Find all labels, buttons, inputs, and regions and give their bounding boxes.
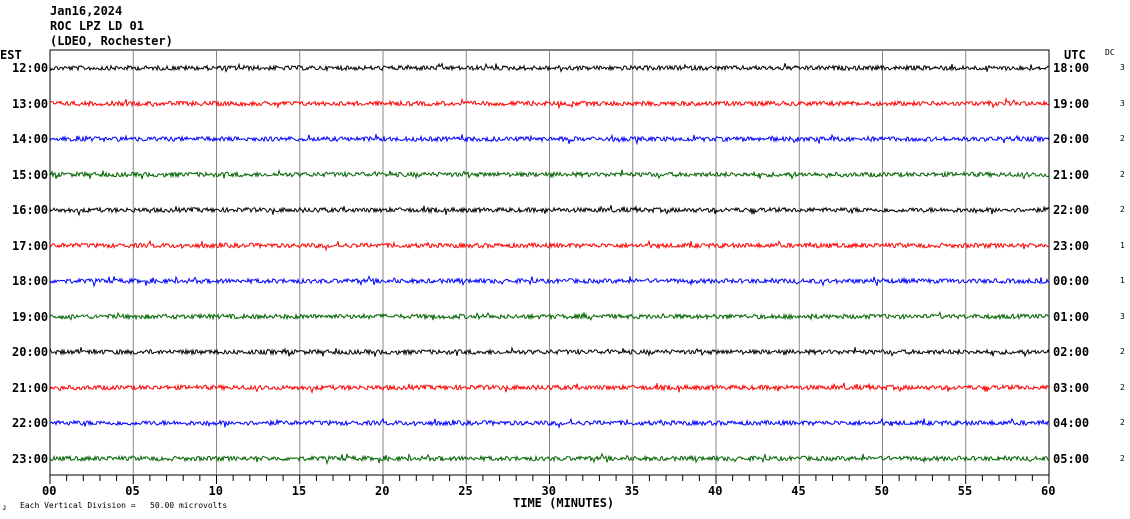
x-tick-label: 50 <box>874 484 889 498</box>
utc-time-label: 23:00 <box>1053 238 1090 253</box>
dc-value: 2 <box>1120 205 1125 214</box>
x-tick-label: 40 <box>708 484 723 498</box>
dc-value: 3 <box>1120 98 1125 108</box>
est-time-label: 19:00 <box>12 309 49 324</box>
dc-value: 1 <box>1120 276 1125 285</box>
utc-time-label: 01:00 <box>1053 309 1090 324</box>
trace-1600 <box>49 204 1050 217</box>
x-tick-label: 60 <box>1041 484 1056 498</box>
x-tick-label: 05 <box>125 484 140 498</box>
utc-time-label: 18:00 <box>1053 61 1090 75</box>
trace-1300 <box>49 97 1050 110</box>
est-time-label: 23:00 <box>12 451 49 466</box>
est-time-label: 20:00 <box>12 345 49 359</box>
est-time-label: 15:00 <box>12 167 49 182</box>
est-time-label: 12:00 <box>12 61 49 75</box>
dc-value: 3 <box>1120 63 1125 72</box>
trace-1400 <box>49 133 1050 146</box>
x-tick-label: 30 <box>541 484 556 498</box>
dc-value: 2 <box>1120 418 1125 427</box>
utc-time-label: 04:00 <box>1053 416 1090 430</box>
x-tick-label: 15 <box>291 484 307 498</box>
x-tick-label: 20 <box>375 484 390 498</box>
x-axis-title: TIME (MINUTES) <box>513 496 615 510</box>
trace-2200 <box>49 417 1049 430</box>
x-tick-label: 10 <box>208 484 223 498</box>
trace-1500 <box>49 168 1050 181</box>
x-tick-label: 45 <box>791 484 806 498</box>
utc-time-label: 20:00 <box>1053 132 1090 146</box>
utc-axis-label: UTC <box>1064 48 1086 62</box>
chart-network: (LDEO, Rochester) <box>50 34 173 48</box>
trace-2100 <box>49 382 1050 394</box>
utc-time-label: 21:00 <box>1053 167 1090 182</box>
x-tick-label: 00 <box>42 484 57 498</box>
dc-value: 2 <box>1120 347 1125 356</box>
est-time-label: 22:00 <box>12 416 49 430</box>
est-time-label: 21:00 <box>12 380 49 395</box>
est-time-label: 13:00 <box>12 96 49 111</box>
dc-value: 1 <box>1120 240 1125 250</box>
dc-value: 2 <box>1120 134 1125 143</box>
utc-time-label: 19:00 <box>1053 96 1090 111</box>
x-tick-label: 25 <box>458 484 473 498</box>
est-time-label: 14:00 <box>12 132 49 146</box>
utc-time-label: 22:00 <box>1053 203 1090 217</box>
trace-1800 <box>49 275 1050 288</box>
est-time-label: 18:00 <box>12 274 49 288</box>
trace-2300 <box>49 452 1050 466</box>
dc-value: 2 <box>1120 382 1125 392</box>
utc-time-label: 03:00 <box>1053 380 1090 395</box>
trace-1200 <box>49 62 1050 73</box>
x-tick-label: 35 <box>624 484 640 498</box>
dc-value: 2 <box>1120 169 1125 179</box>
dc-value: 2 <box>1120 453 1125 463</box>
corner-mark: ᴊ <box>2 503 7 512</box>
trace-1900 <box>49 310 1050 321</box>
utc-time-label: 02:00 <box>1053 345 1090 359</box>
utc-time-label: 05:00 <box>1053 451 1090 466</box>
trace-2000 <box>49 346 1050 358</box>
est-time-label: 17:00 <box>12 238 49 253</box>
scale-note: Each Vertical Division = 50.00 microvolt… <box>20 501 228 510</box>
utc-time-label: 00:00 <box>1053 274 1090 288</box>
trace-1700 <box>49 239 1050 252</box>
chart-station: ROC LPZ LD 01 <box>50 19 144 33</box>
dc-label: DC <box>1105 48 1115 57</box>
est-axis-label: EST <box>0 48 22 62</box>
chart-date: Jan16,2024 <box>50 4 123 18</box>
x-tick-label: 55 <box>957 484 973 498</box>
dc-value: 3 <box>1120 311 1125 321</box>
est-time-label: 16:00 <box>12 203 49 217</box>
